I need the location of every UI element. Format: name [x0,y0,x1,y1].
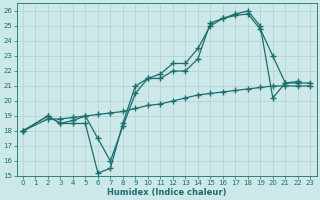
X-axis label: Humidex (Indice chaleur): Humidex (Indice chaleur) [107,188,226,197]
